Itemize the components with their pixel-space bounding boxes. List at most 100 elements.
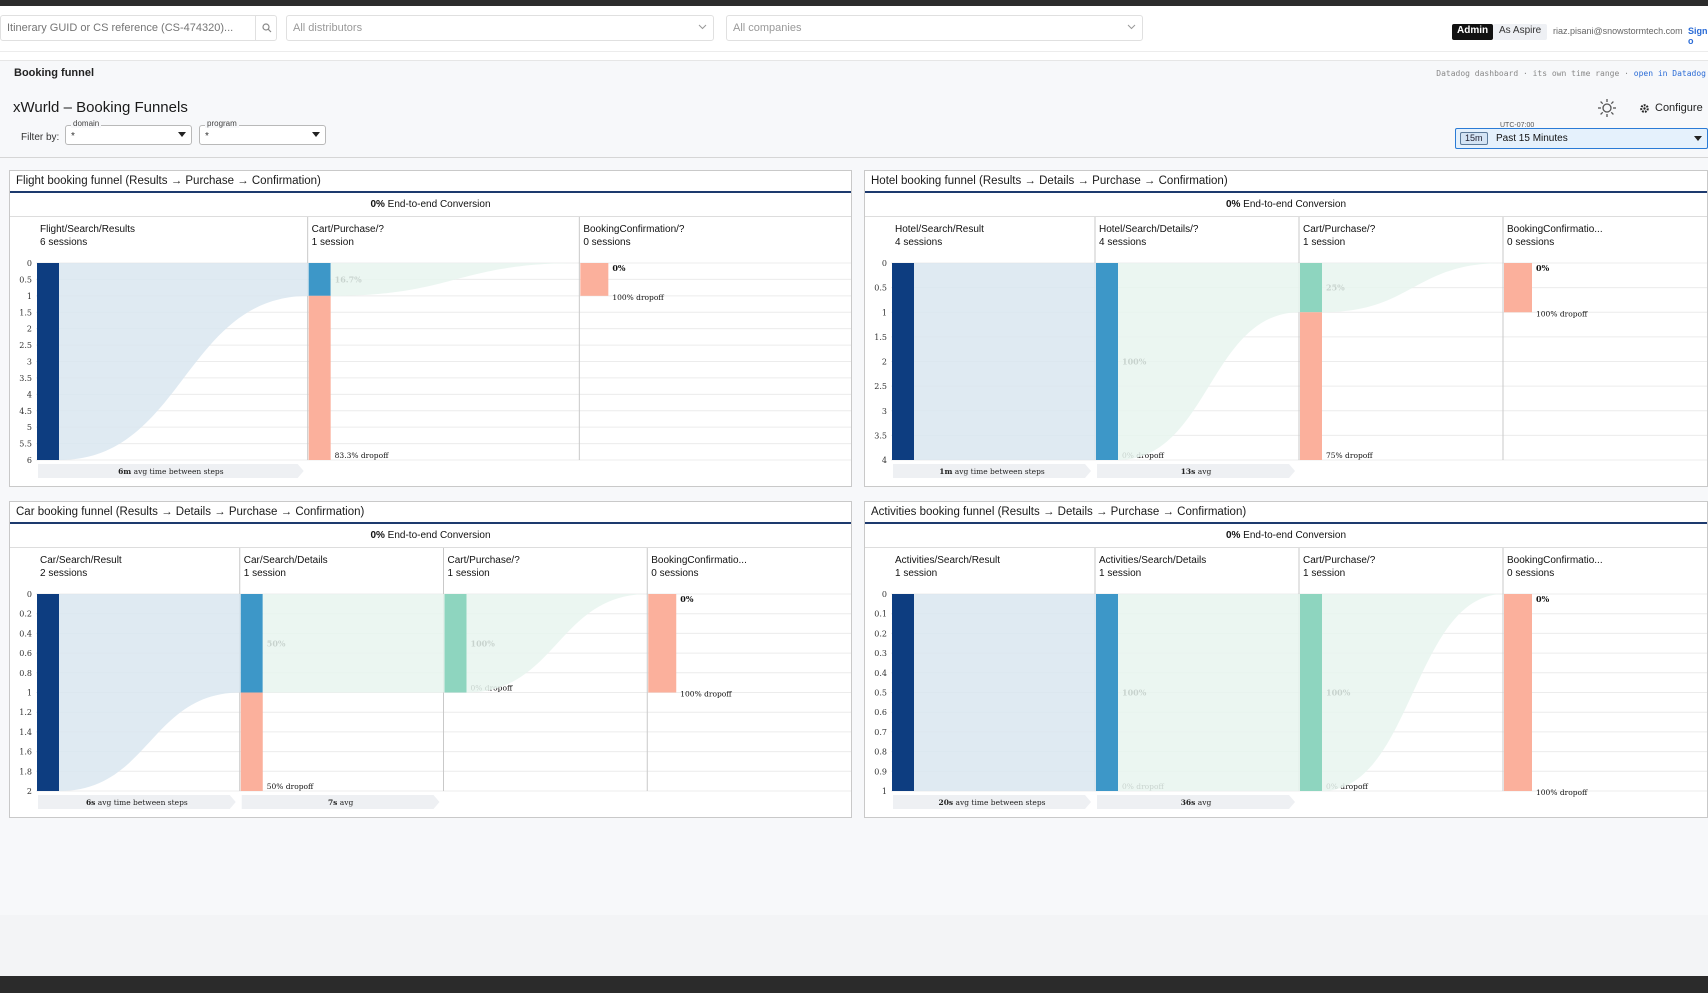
conversion-summary: 0% End-to-end Conversion <box>865 193 1707 217</box>
avg-time-value: 20s <box>938 798 953 807</box>
program-filter[interactable]: program * <box>199 119 326 145</box>
window-top-strip <box>0 0 1708 6</box>
dropoff-bar[interactable] <box>240 692 263 792</box>
step-bar[interactable] <box>444 594 467 693</box>
step-name: Car/Search/Result <box>40 555 122 566</box>
step-sessions: 0 sessions <box>1507 568 1555 579</box>
user-email: riaz.pisani@snowstormtech.com <box>1553 26 1683 36</box>
step-bar[interactable] <box>308 263 331 296</box>
avg-time-label: 6s avg time between steps <box>86 798 188 807</box>
step-sessions: 1 session <box>243 568 286 579</box>
step-percent-label: 0% <box>1536 594 1550 604</box>
step-sessions: 6 sessions <box>40 237 88 248</box>
y-tick-label: 0 <box>27 259 32 268</box>
panel-title: Car booking funnel (Results → Details → … <box>16 506 365 518</box>
panel-title: Activities booking funnel (Results → Det… <box>871 506 1247 518</box>
chevron-down-icon <box>1127 24 1136 30</box>
impersonation-badge[interactable]: As Aspire <box>1493 24 1548 40</box>
y-tick-label: 2 <box>27 325 32 334</box>
funnel-panel: Hotel booking funnel (Results → Details … <box>864 170 1708 487</box>
y-tick-label: 1 <box>27 292 32 301</box>
step-header: Activities/Search/Result 1 session <box>891 548 1091 584</box>
theme-toggle-icon[interactable] <box>1597 98 1617 118</box>
step-name: BookingConfirmation/? <box>583 224 685 235</box>
admin-badge[interactable]: Admin <box>1452 24 1494 40</box>
panel-rule <box>865 191 1707 193</box>
step-bar[interactable] <box>37 594 59 791</box>
y-tick-label: 0.6 <box>874 708 887 717</box>
avg-time-label: 20s avg time between steps <box>938 798 1045 807</box>
y-tick-label: 0.4 <box>19 629 32 638</box>
funnel-panel: Car booking funnel (Results → Details → … <box>9 501 852 818</box>
avg-time-text: avg time between steps <box>952 467 1044 476</box>
time-range-select[interactable]: 15m Past 15 Minutes <box>1455 128 1708 149</box>
step-name: Hotel/Search/Result <box>895 224 984 235</box>
y-tick-label: 2 <box>27 787 32 796</box>
step-sessions: 0 sessions <box>583 237 631 248</box>
avg-time-value: 13s <box>1181 467 1196 476</box>
y-tick-label: 3 <box>882 407 887 416</box>
step-header: Cart/Purchase/? 1 session <box>444 548 644 584</box>
y-tick-label: 4 <box>882 456 887 465</box>
y-tick-label: 1.2 <box>19 708 32 717</box>
dropoff-label: 75% dropoff <box>1326 451 1373 460</box>
step-name: Activities/Search/Details <box>1099 555 1207 566</box>
page-title: Booking funnel <box>14 67 95 79</box>
dropdown-arrow-icon <box>312 132 320 137</box>
avg-time-label: 36s avg <box>1181 798 1212 807</box>
step-name: Cart/Purchase/? <box>447 555 520 566</box>
avg-time-label: 1m avg time between steps <box>939 467 1045 476</box>
itinerary-search-input[interactable] <box>7 16 247 40</box>
distributor-select-value: All distributors <box>293 22 363 34</box>
step-header: BookingConfirmatio... 0 sessions <box>1503 217 1703 253</box>
sign-out-link[interactable]: Sign o <box>1688 26 1708 46</box>
step-bar[interactable] <box>892 263 914 460</box>
conversion-value: 0% <box>370 199 385 210</box>
y-tick-label: 5 <box>27 423 32 432</box>
flow-band <box>914 594 1096 791</box>
avg-time-value: 6s <box>86 798 95 807</box>
y-tick-label: 4.5 <box>19 407 32 416</box>
avg-time-text: avg time between steps <box>953 798 1045 807</box>
distributor-select[interactable]: All distributors <box>286 15 714 41</box>
step-bar[interactable] <box>240 594 263 693</box>
step-name: Flight/Search/Results <box>40 224 136 235</box>
step-percent-label: 0% <box>680 594 694 604</box>
dropoff-bar[interactable] <box>648 594 677 693</box>
flow-band <box>1322 263 1504 313</box>
avg-time-arrow <box>893 464 1091 478</box>
domain-filter[interactable]: domain * <box>65 119 192 145</box>
dropoff-bar[interactable] <box>1504 263 1532 313</box>
step-bar[interactable] <box>37 263 59 460</box>
avg-time-arrow <box>1097 464 1295 478</box>
dropoff-bar[interactable] <box>1504 594 1532 791</box>
step-header: BookingConfirmatio... 0 sessions <box>1503 548 1703 584</box>
flow-band <box>330 263 581 296</box>
conversion-value: 0% <box>370 530 385 541</box>
company-select[interactable]: All companies <box>726 15 1143 41</box>
y-tick-label: 0.1 <box>874 610 887 619</box>
step-bar[interactable] <box>892 594 914 791</box>
step-bar[interactable] <box>1300 594 1322 791</box>
dropoff-bar[interactable] <box>580 263 609 296</box>
avg-time-arrow <box>38 795 236 809</box>
avg-time-text: avg <box>1195 467 1211 476</box>
configure-button[interactable]: Configure <box>1639 102 1703 114</box>
dropoff-bar[interactable] <box>1300 312 1322 460</box>
step-name: BookingConfirmatio... <box>1507 555 1603 566</box>
step-header: Cart/Purchase/? 1 session <box>1299 548 1499 584</box>
avg-time-arrow <box>1097 795 1295 809</box>
step-bar[interactable] <box>1300 263 1322 313</box>
panel-rule <box>10 191 851 193</box>
avg-time-arrow <box>38 464 304 478</box>
dropoff-bar[interactable] <box>308 295 331 460</box>
step-sessions: 0 sessions <box>1507 237 1555 248</box>
step-bar[interactable] <box>1096 263 1118 460</box>
step-percent-label: 0% <box>1536 263 1550 273</box>
y-tick-label: 1 <box>882 308 887 317</box>
panel-title: Flight booking funnel (Results → Purchas… <box>16 175 321 187</box>
search-button[interactable] <box>255 16 277 40</box>
conversion-label: End-to-end Conversion <box>1240 530 1347 541</box>
step-bar[interactable] <box>1096 594 1118 791</box>
open-in-datadog-link[interactable]: open in Datadog <box>1633 69 1706 78</box>
